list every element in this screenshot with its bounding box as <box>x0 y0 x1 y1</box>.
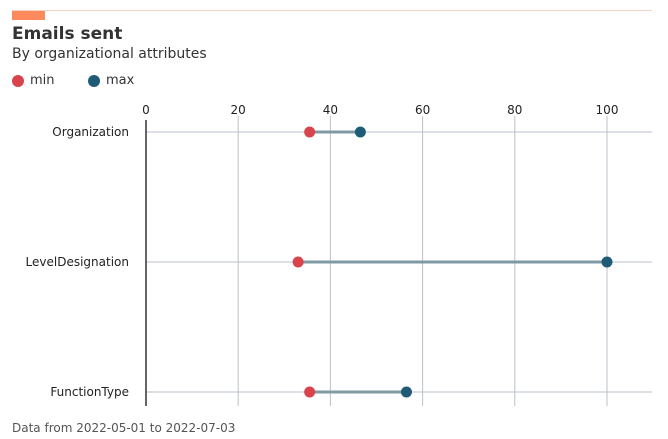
x-tick-label: 20 <box>231 103 246 117</box>
min-point <box>292 256 304 268</box>
min-point <box>304 126 316 138</box>
chart-subtitle: By organizational attributes <box>12 46 207 62</box>
x-tick-label: 60 <box>415 103 430 117</box>
legend-label-max: max <box>106 73 135 88</box>
legend-item-max: max <box>88 73 134 88</box>
footer-note: Data from 2022-05-01 to 2022-07-03 <box>12 421 236 435</box>
x-tick-label: 80 <box>507 103 522 117</box>
legend-label-min: min <box>30 73 55 88</box>
max-point <box>601 256 613 268</box>
max-point <box>354 126 366 138</box>
top-divider <box>12 10 652 11</box>
legend-item-min: min <box>12 73 55 88</box>
legend-marker-max <box>88 74 100 87</box>
accent-bar <box>12 11 45 20</box>
category-label: LevelDesignation <box>26 255 129 269</box>
x-tick-label: 40 <box>323 103 338 117</box>
chart-title: Emails sent <box>12 24 123 44</box>
category-label: Organization <box>52 125 129 139</box>
max-point <box>400 386 412 398</box>
x-tick-label: 0 <box>142 103 150 117</box>
x-tick-label: 100 <box>596 103 619 117</box>
legend-marker-min <box>12 74 24 87</box>
category-label: FunctionType <box>50 385 129 399</box>
min-point <box>304 386 316 398</box>
